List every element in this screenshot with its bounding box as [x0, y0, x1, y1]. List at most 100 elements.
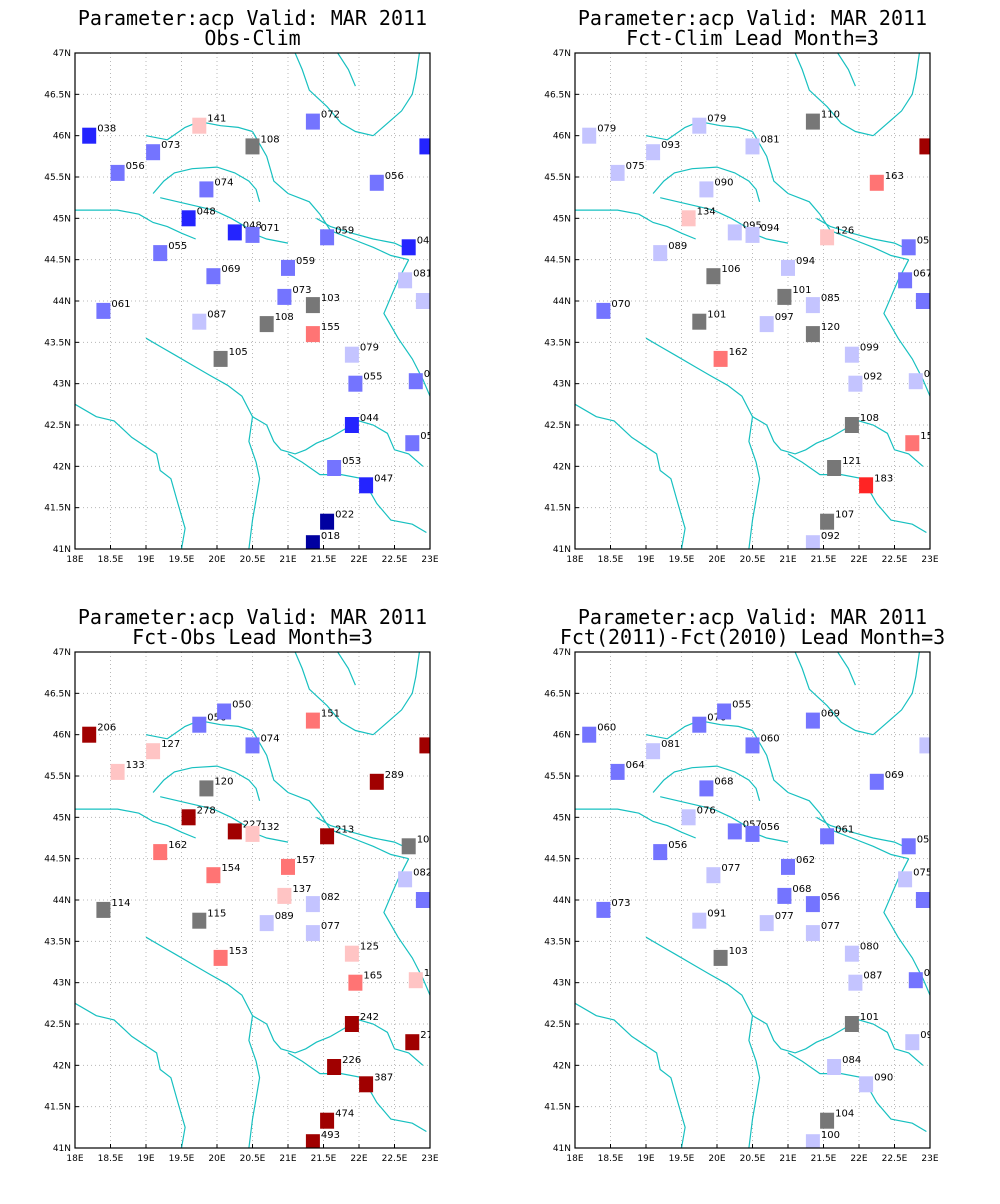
station-value-label: 051	[917, 235, 936, 246]
lon-tick-label: 21.5E	[311, 555, 337, 565]
station-marker	[348, 375, 363, 392]
lon-tick-label: 19E	[137, 555, 154, 565]
lon-tick-label: 22.5E	[382, 555, 408, 565]
station-value-label: 087	[207, 310, 226, 321]
station-marker	[327, 1059, 342, 1075]
lat-tick-label: 44.5N	[544, 256, 571, 266]
station-marker	[419, 138, 430, 155]
lon-tick-label: 18.5E	[598, 555, 624, 565]
station-marker	[227, 823, 242, 840]
lon-tick-label: 18.5E	[98, 555, 124, 565]
lon-tick-label: 22E	[850, 555, 867, 565]
lat-tick-label: 41N	[553, 545, 571, 555]
lat-tick-label: 45N	[553, 214, 571, 224]
station-value-label: 073	[161, 140, 180, 151]
boundary-line	[794, 652, 874, 736]
lat-tick-label: 43.5N	[44, 937, 71, 947]
lat-tick-label: 46.5N	[544, 90, 571, 100]
station-marker	[869, 773, 884, 790]
lon-tick-label: 19.5E	[669, 1154, 695, 1164]
station-marker	[405, 435, 420, 452]
map-frame	[74, 651, 431, 1149]
boundary-line	[316, 816, 413, 851]
lat-tick-label: 44N	[553, 896, 571, 906]
boundary-line	[294, 652, 374, 736]
station-marker	[344, 417, 359, 433]
station-value-label: 072	[321, 110, 340, 121]
lon-tick-label: 21E	[779, 555, 796, 565]
boundary-line	[794, 53, 874, 137]
lon-tick-label: 21.5E	[311, 1154, 337, 1164]
station-marker	[596, 302, 611, 319]
lon-tick-label: 22E	[350, 1154, 367, 1164]
station-marker	[820, 229, 835, 246]
lat-tick-label: 46.5N	[44, 90, 71, 100]
boundary-line	[575, 1002, 686, 1148]
station-marker	[206, 268, 221, 285]
boundary-line	[75, 1002, 186, 1148]
lon-tick-label: 22.5E	[882, 1154, 908, 1164]
boundary-line	[816, 816, 913, 851]
station-marker	[415, 293, 430, 309]
station-value-label: 081	[413, 268, 432, 279]
station-value-label: 092	[821, 531, 840, 542]
station-value-label: 079	[360, 343, 379, 354]
lat-tick-label: 42N	[553, 462, 571, 472]
station-marker	[320, 513, 335, 530]
station-marker	[692, 912, 707, 929]
station-marker	[610, 164, 625, 181]
lat-tick-label: 42.5N	[44, 421, 71, 431]
station-value-label: 097	[775, 312, 794, 323]
station-value-label: 493	[321, 1130, 340, 1141]
lat-tick-label: 47N	[553, 648, 571, 658]
station-value-label: 048	[243, 220, 262, 231]
lat-tick-label: 43.5N	[544, 338, 571, 348]
station-marker	[408, 373, 423, 390]
station-marker	[582, 127, 597, 144]
map-frame	[574, 52, 931, 550]
station-marker	[713, 949, 728, 966]
station-value-label: 183	[874, 473, 893, 484]
station-value-label: 108	[860, 413, 879, 424]
station-marker	[919, 138, 930, 155]
station-marker	[596, 901, 611, 918]
lon-tick-label: 18E	[66, 555, 83, 565]
station-marker	[192, 117, 207, 134]
boundary-line	[816, 217, 913, 252]
lat-tick-label: 44N	[553, 297, 571, 307]
station-marker	[281, 259, 295, 276]
station-value-label: 095	[743, 220, 762, 231]
panel-title-line2: Fct-Clim Lead Month=3	[626, 26, 879, 50]
station-marker	[82, 127, 97, 144]
lon-tick-label: 18.5E	[98, 1154, 124, 1164]
panel-title-line2: Obs-Clim	[204, 26, 300, 50]
lat-tick-label: 42.5N	[44, 1020, 71, 1030]
lat-tick-label: 44N	[53, 297, 71, 307]
station-marker	[805, 297, 820, 314]
station-marker	[359, 1076, 374, 1093]
station-marker	[610, 763, 625, 780]
lat-tick-label: 43N	[53, 380, 71, 390]
lat-tick-label: 45N	[553, 813, 571, 823]
station-marker	[706, 867, 721, 884]
station-value-label: 104	[835, 1109, 854, 1120]
station-marker	[146, 743, 161, 760]
station-marker	[277, 288, 292, 305]
station-value-label: 059	[296, 256, 315, 267]
station-value-label: 151	[321, 709, 340, 720]
station-marker	[827, 460, 842, 476]
station-marker	[905, 1034, 920, 1051]
panel-title-line2: Fct(2011)-Fct(2010) Lead Month=3	[560, 625, 945, 649]
station-value-label: 068	[792, 884, 811, 895]
station-marker	[859, 1076, 874, 1093]
station-value-label: 125	[360, 942, 379, 953]
boundary-line	[748, 416, 761, 549]
station-value-label: 077	[775, 911, 794, 922]
lat-tick-label: 46N	[53, 731, 71, 741]
station-value-label: 044	[360, 413, 379, 424]
station-value-label: 094	[761, 223, 780, 234]
station-value-label: 056	[761, 822, 780, 833]
lat-tick-label: 46.5N	[44, 689, 71, 699]
lon-tick-label: 20E	[208, 555, 225, 565]
station-marker	[277, 887, 292, 904]
